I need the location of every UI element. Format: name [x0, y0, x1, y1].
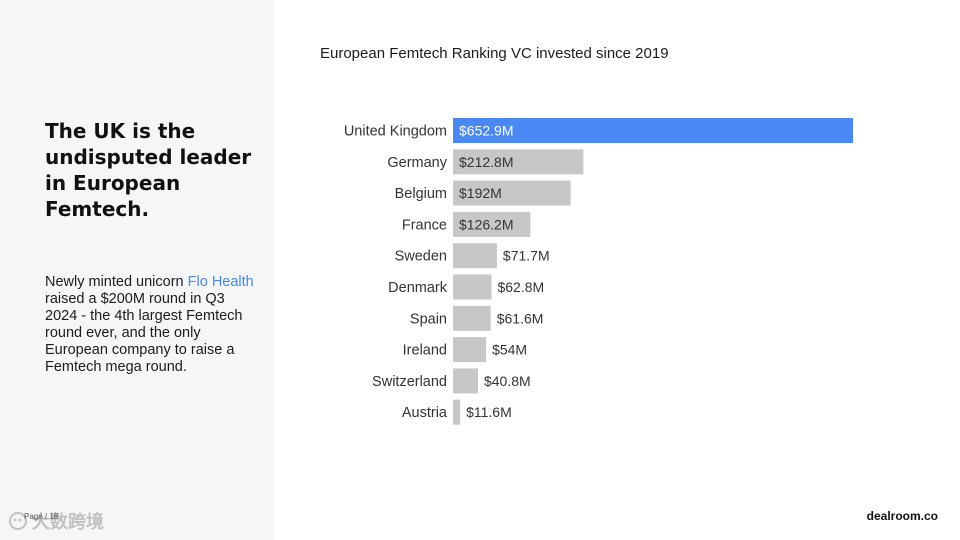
body-prefix: Newly minted unicorn — [45, 274, 188, 290]
bar-germany — [453, 149, 584, 175]
value-label-austria: $11.6M — [466, 404, 512, 420]
dealroom-logo: dealroom.co — [866, 509, 938, 523]
bar-ireland — [453, 337, 487, 363]
page-number: Page / 18 — [24, 512, 59, 521]
value-label-belgium: $192M — [459, 185, 502, 201]
category-label-denmark: Denmark — [388, 280, 448, 296]
bar-austria — [453, 399, 461, 425]
value-label-spain: $61.6M — [497, 310, 544, 326]
bar-belgium — [453, 180, 571, 206]
headline: The UK is the undisputed leader in Europ… — [45, 119, 252, 221]
bar-united-kingdom — [453, 118, 853, 143]
value-label-france: $126.2M — [459, 216, 513, 232]
body-text: Newly minted unicorn Flo Health raised a… — [45, 274, 260, 376]
chart-title: European Femtech Ranking VC invested sin… — [320, 45, 669, 62]
value-label-germany: $212.8M — [459, 154, 513, 170]
category-label-ireland: Ireland — [403, 343, 447, 359]
bar-denmark — [453, 274, 492, 300]
category-label-austria: Austria — [402, 405, 448, 421]
category-label-spain: Spain — [410, 311, 447, 327]
bar-switzerland — [453, 368, 478, 394]
bar-france — [453, 211, 531, 237]
value-label-switzerland: $40.8M — [484, 373, 531, 389]
category-label-sweden: Sweden — [395, 249, 447, 265]
value-label-sweden: $71.7M — [503, 248, 550, 264]
wechat-icon — [9, 512, 27, 530]
watermark: 大数跨境 — [8, 508, 104, 534]
category-label-belgium: Belgium — [395, 186, 447, 202]
category-label-germany: Germany — [387, 155, 447, 171]
left-panel — [0, 0, 274, 540]
watermark-text: 大数跨境 — [32, 512, 104, 533]
bar-spain — [453, 305, 491, 331]
value-label-denmark: $62.8M — [497, 279, 544, 295]
body-suffix: raised a $200M round in Q3 2024 - the 4t… — [45, 291, 243, 375]
category-label-united-kingdom: United Kingdom — [344, 124, 447, 140]
category-label-france: France — [402, 217, 447, 233]
value-label-ireland: $54M — [492, 342, 527, 358]
flo-health-link[interactable]: Flo Health — [187, 274, 254, 290]
bar-sweden — [453, 243, 497, 269]
category-label-switzerland: Switzerland — [372, 374, 447, 390]
value-label-united-kingdom: $652.9M — [459, 123, 513, 139]
